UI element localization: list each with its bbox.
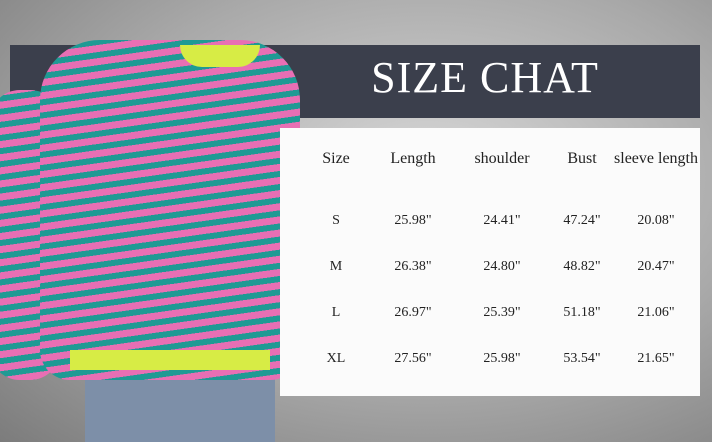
table-cell: S xyxy=(332,213,340,228)
table-cell: M xyxy=(329,259,343,274)
sweater-collar xyxy=(180,45,260,67)
sweater-hem xyxy=(70,350,270,370)
table-cell: 24.80" xyxy=(483,259,521,274)
size-chart-panel xyxy=(280,128,700,396)
table-cell: 26.97" xyxy=(394,305,432,320)
table-cell: 26.38" xyxy=(394,259,432,274)
table-cell: 24.41" xyxy=(483,213,521,228)
table-cell: 25.98" xyxy=(394,213,432,228)
page-title: SIZE CHAT xyxy=(371,53,599,102)
jeans xyxy=(85,370,275,442)
table-cell: 21.65" xyxy=(637,351,675,366)
table-row: S 25.98" 24.41" 47.24" 20.08" xyxy=(300,198,698,244)
table-cell: XL xyxy=(326,351,346,366)
table-cell: 21.06" xyxy=(637,305,675,320)
table-cell: 53.54" xyxy=(563,351,601,366)
table-cell: 51.18" xyxy=(563,305,601,320)
table-row: XL 27.56" 25.98" 53.54" 21.65" xyxy=(300,336,698,382)
header-shoulder: shoulder xyxy=(474,150,530,167)
table-cell: 47.24" xyxy=(563,213,601,228)
table-cell: 25.98" xyxy=(483,351,521,366)
table-cell: 27.56" xyxy=(394,351,432,366)
size-table: Size Length shoulder Bust sleeve length … xyxy=(300,150,698,382)
header-sleeve-length: sleeve length xyxy=(614,150,698,167)
striped-sweater xyxy=(40,40,300,380)
table-cell: L xyxy=(331,305,341,320)
table-row: M 26.38" 24.80" 48.82" 20.47" xyxy=(300,244,698,290)
header-length: Length xyxy=(390,150,436,167)
table-cell: 20.47" xyxy=(637,259,675,274)
table-cell: 25.39" xyxy=(483,305,521,320)
table-row: L 26.97" 25.39" 51.18" 21.06" xyxy=(300,290,698,336)
header-bust: Bust xyxy=(567,150,597,167)
table-cell: 20.08" xyxy=(637,213,675,228)
table-header-row: Size Length shoulder Bust sleeve length xyxy=(300,150,698,198)
header-size: Size xyxy=(322,150,350,167)
table-cell: 48.82" xyxy=(563,259,601,274)
